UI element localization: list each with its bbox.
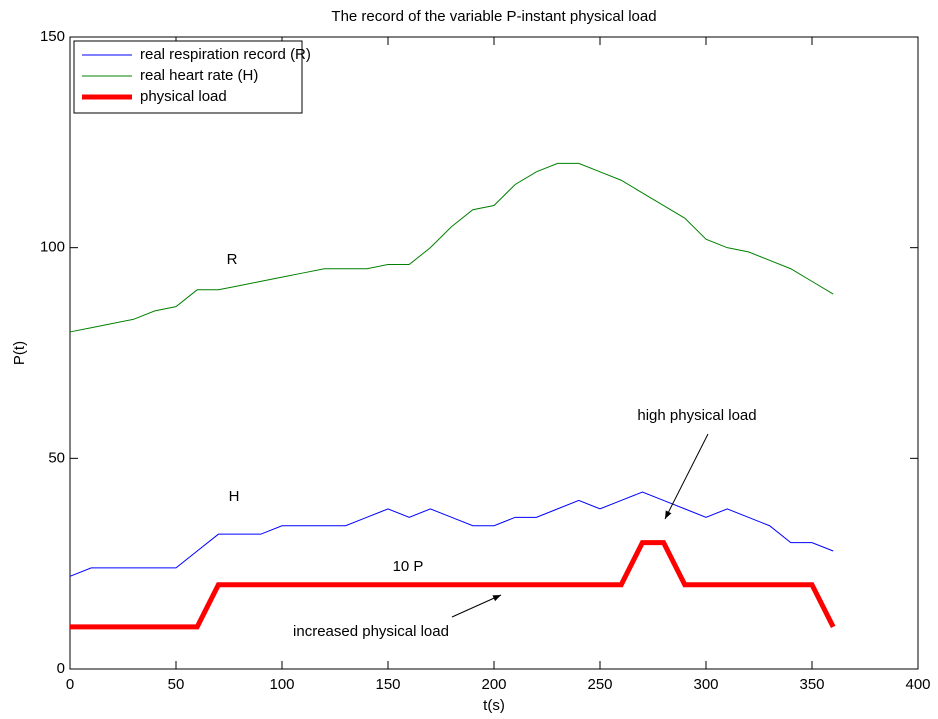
x-tick-label: 150	[375, 676, 400, 693]
x-tick-label: 250	[587, 676, 612, 693]
y-tick-label: 50	[48, 449, 65, 466]
annotation: increased physical load	[293, 623, 449, 640]
x-tick-label: 100	[269, 676, 294, 693]
annotation: high physical load	[637, 407, 756, 424]
legend-label: real respiration record (R)	[140, 46, 311, 63]
annotation: 10 P	[393, 558, 424, 575]
legend-box	[73, 40, 303, 114]
x-tick-label: 200	[481, 676, 506, 693]
legend-label: real heart rate (H)	[140, 67, 258, 84]
chart-title: The record of the variable P-instant phy…	[331, 8, 656, 25]
line-series	[69, 491, 834, 577]
x-tick-label: 400	[905, 676, 930, 693]
x-tick-label: 300	[693, 676, 718, 693]
x-tick-label: 350	[799, 676, 824, 693]
line-series	[70, 540, 836, 630]
x-axis-label: t(s)	[483, 697, 505, 714]
y-tick-label: 0	[57, 660, 65, 677]
y-axis-label: P(t)	[11, 341, 28, 365]
x-tick-label: 50	[168, 676, 185, 693]
annotation-arrow	[451, 594, 502, 618]
annotation: H	[229, 488, 240, 505]
annotation-arrow	[664, 433, 709, 520]
annotation: R	[227, 251, 238, 268]
y-tick-label: 150	[40, 28, 65, 45]
y-tick-label: 100	[40, 239, 65, 256]
x-tick-label: 0	[66, 676, 74, 693]
legend-label: physical load	[140, 88, 227, 105]
line-series	[69, 162, 834, 333]
